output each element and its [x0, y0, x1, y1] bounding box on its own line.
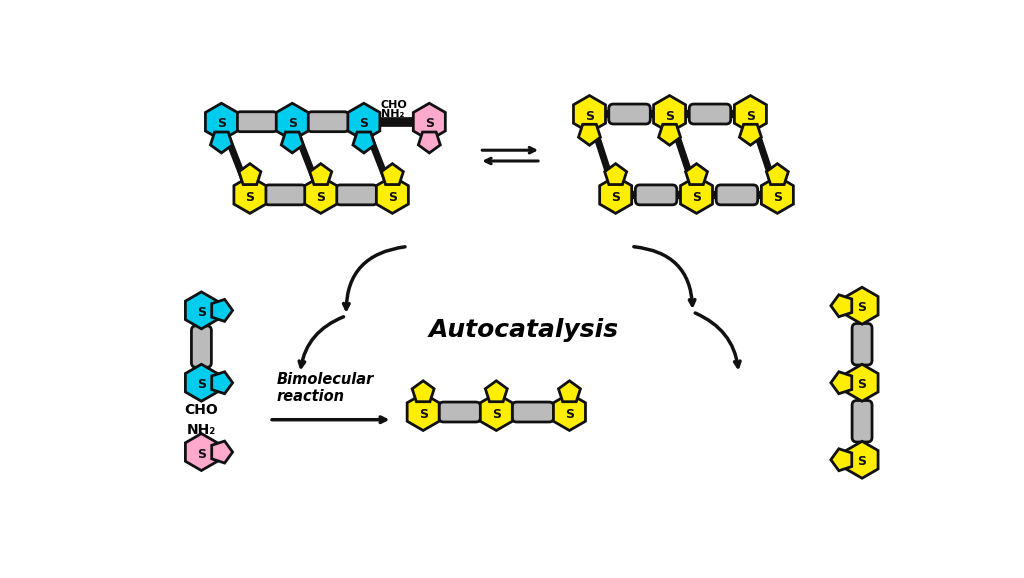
- FancyBboxPatch shape: [512, 402, 554, 422]
- Text: CHO: CHO: [381, 100, 408, 110]
- Polygon shape: [846, 287, 878, 324]
- FancyBboxPatch shape: [336, 185, 377, 205]
- Polygon shape: [480, 394, 512, 431]
- Polygon shape: [579, 124, 600, 145]
- Polygon shape: [653, 95, 685, 132]
- Polygon shape: [485, 381, 507, 402]
- Text: S: S: [288, 117, 297, 131]
- Polygon shape: [305, 176, 337, 213]
- Polygon shape: [419, 132, 440, 153]
- FancyBboxPatch shape: [307, 112, 349, 132]
- Text: NH₂: NH₂: [381, 109, 404, 119]
- Text: S: S: [565, 407, 574, 421]
- Text: S: S: [197, 448, 206, 461]
- Polygon shape: [553, 394, 586, 431]
- Polygon shape: [658, 124, 681, 145]
- Polygon shape: [408, 394, 439, 431]
- Text: S: S: [745, 110, 755, 123]
- Polygon shape: [381, 164, 403, 184]
- Text: S: S: [425, 117, 434, 131]
- Polygon shape: [739, 124, 762, 145]
- FancyBboxPatch shape: [689, 104, 731, 124]
- Polygon shape: [212, 372, 232, 394]
- Text: S: S: [857, 455, 866, 468]
- Polygon shape: [212, 441, 232, 463]
- Text: S: S: [246, 191, 254, 203]
- Text: NH₂: NH₂: [186, 424, 216, 438]
- Polygon shape: [830, 295, 852, 317]
- Text: S: S: [692, 191, 701, 203]
- Polygon shape: [348, 103, 380, 140]
- FancyBboxPatch shape: [191, 326, 211, 367]
- Polygon shape: [353, 132, 375, 153]
- Polygon shape: [276, 103, 308, 140]
- FancyBboxPatch shape: [852, 401, 872, 442]
- Polygon shape: [310, 164, 332, 184]
- FancyBboxPatch shape: [716, 185, 758, 205]
- Polygon shape: [239, 164, 261, 184]
- FancyBboxPatch shape: [237, 112, 278, 132]
- Text: S: S: [492, 407, 501, 421]
- Polygon shape: [846, 364, 878, 401]
- Text: S: S: [419, 407, 428, 421]
- Polygon shape: [185, 292, 217, 329]
- Text: S: S: [773, 191, 782, 203]
- Polygon shape: [573, 95, 605, 132]
- Text: S: S: [359, 117, 369, 131]
- Polygon shape: [377, 176, 409, 213]
- Text: S: S: [217, 117, 226, 131]
- FancyBboxPatch shape: [635, 185, 677, 205]
- Text: S: S: [388, 191, 397, 203]
- Polygon shape: [762, 176, 794, 213]
- Text: S: S: [585, 110, 594, 123]
- Text: S: S: [857, 302, 866, 314]
- Text: S: S: [665, 110, 674, 123]
- Polygon shape: [413, 381, 434, 402]
- Polygon shape: [734, 95, 766, 132]
- Text: Bimolecular
reaction: Bimolecular reaction: [276, 372, 374, 404]
- Text: CHO: CHO: [184, 403, 218, 417]
- Polygon shape: [212, 299, 232, 321]
- FancyBboxPatch shape: [609, 104, 650, 124]
- Text: Autocatalysis: Autocatalysis: [428, 318, 618, 342]
- Text: S: S: [857, 379, 866, 391]
- Polygon shape: [206, 103, 238, 140]
- Polygon shape: [558, 381, 581, 402]
- Polygon shape: [605, 164, 627, 184]
- Polygon shape: [185, 364, 217, 401]
- FancyBboxPatch shape: [439, 402, 480, 422]
- Polygon shape: [233, 176, 266, 213]
- Polygon shape: [600, 176, 632, 213]
- Polygon shape: [830, 372, 852, 394]
- Text: S: S: [316, 191, 326, 203]
- Polygon shape: [282, 132, 303, 153]
- Text: S: S: [197, 379, 206, 391]
- Polygon shape: [685, 164, 708, 184]
- FancyBboxPatch shape: [852, 324, 872, 365]
- Polygon shape: [766, 164, 788, 184]
- FancyBboxPatch shape: [264, 185, 306, 205]
- Polygon shape: [185, 434, 217, 470]
- Text: S: S: [611, 191, 621, 203]
- Polygon shape: [211, 132, 232, 153]
- Polygon shape: [846, 441, 878, 478]
- Polygon shape: [681, 176, 713, 213]
- Polygon shape: [414, 103, 445, 140]
- Polygon shape: [830, 449, 852, 470]
- Text: S: S: [197, 306, 206, 319]
